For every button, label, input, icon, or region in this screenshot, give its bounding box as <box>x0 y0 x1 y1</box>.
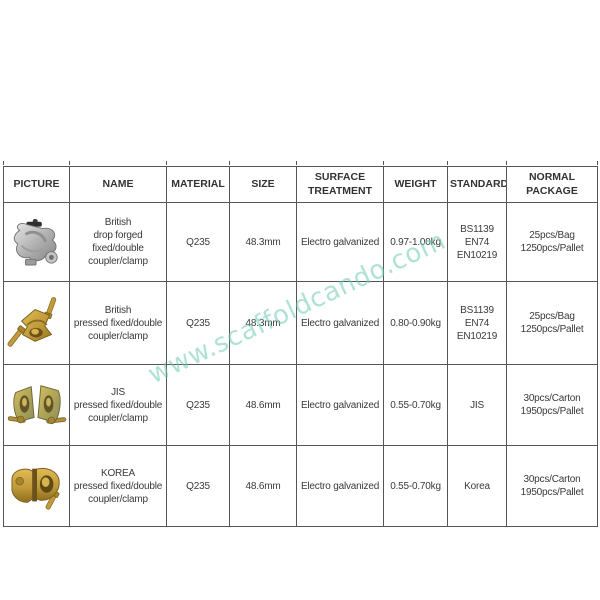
cell-row3-name: JIS pressed fixed/double coupler/clamp <box>69 364 167 446</box>
cell-row2-standard: BS1139 EN74 EN10219 <box>447 281 507 365</box>
grid-line-stub <box>597 431 598 435</box>
cell-row1-material: Q235 <box>166 202 230 282</box>
grid-line-stub <box>383 161 384 165</box>
grid-line-stub <box>296 161 297 165</box>
cell-row1-standard: BS1139 EN74 EN10219 <box>447 202 507 282</box>
grid-line-stub <box>229 161 230 165</box>
grid-line-stub <box>597 161 598 165</box>
table-row: KOREA pressed fixed/double coupler/clamp… <box>3 445 598 527</box>
cell-row4-size: 48.6mm <box>229 445 297 527</box>
column-header-weight: WEIGHT <box>383 166 448 203</box>
cell-row4-standard: Korea <box>447 445 507 527</box>
cell-row3-standard: JIS <box>447 364 507 446</box>
cell-row3-surface-treatment: Electro galvanized <box>296 364 384 446</box>
cell-row3-normal-package: 30pcs/Carton 1950pcs/Pallet <box>506 364 598 446</box>
grid-line-stub <box>383 431 384 435</box>
cell-row2-picture <box>3 281 70 365</box>
grid-line-stub <box>506 161 507 165</box>
grid-line-stub <box>69 161 70 165</box>
column-header-surface-treatment: SURFACE TREATMENT <box>296 166 384 203</box>
header-row: PICTURE NAME MATERIAL SIZE SURFACE TREAT… <box>3 166 598 203</box>
grid-line-stub <box>166 431 167 435</box>
column-header-standard: STANDARD <box>447 166 507 203</box>
cell-row1-normal-package: 25pcs/Bag 1250pcs/Pallet <box>506 202 598 282</box>
grid-line-stub <box>447 161 448 165</box>
cell-row3-picture <box>3 364 70 446</box>
column-header-size: SIZE <box>229 166 297 203</box>
british-pressed-coupler-photo <box>7 297 57 347</box>
table-row: JIS pressed fixed/double coupler/clamp Q… <box>3 364 598 446</box>
cell-row1-size: 48.3mm <box>229 202 297 282</box>
grid-line-stub <box>3 161 4 165</box>
grid-line-stub <box>229 431 230 435</box>
column-header-normal-package: NORMAL PACKAGE <box>506 166 598 203</box>
cell-row1-name: British drop forged fixed/double coupler… <box>69 202 167 282</box>
cell-row2-material: Q235 <box>166 281 230 365</box>
table-row: British pressed fixed/double coupler/cla… <box>3 281 598 365</box>
column-header-material: MATERIAL <box>166 166 230 203</box>
grid-line-stub <box>447 431 448 435</box>
cell-row4-picture <box>3 445 70 527</box>
grid-line-stub <box>3 431 4 435</box>
cell-row2-normal-package: 25pcs/Bag 1250pcs/Pallet <box>506 281 598 365</box>
cell-row3-size: 48.6mm <box>229 364 297 446</box>
cell-row4-normal-package: 30pcs/Carton 1950pcs/Pallet <box>506 445 598 527</box>
jis-pressed-coupler-photo <box>7 385 67 425</box>
cell-row2-weight: 0.80-0.90kg <box>383 281 448 365</box>
cell-row1-weight: 0.97-1.00kg <box>383 202 448 282</box>
cell-row4-surface-treatment: Electro galvanized <box>296 445 384 527</box>
cell-row4-weight: 0.55-0.70kg <box>383 445 448 527</box>
column-header-picture: PICTURE <box>3 166 70 203</box>
grid-line-stub <box>296 431 297 435</box>
cell-row1-picture <box>3 202 70 282</box>
cell-row1-surface-treatment: Electro galvanized <box>296 202 384 282</box>
cell-row2-name: British pressed fixed/double coupler/cla… <box>69 281 167 365</box>
korea-pressed-coupler-photo <box>11 467 60 510</box>
column-header-name: NAME <box>69 166 167 203</box>
cell-row3-weight: 0.55-0.70kg <box>383 364 448 446</box>
cell-row4-name: KOREA pressed fixed/double coupler/clamp <box>69 445 167 527</box>
british-drop-forged-coupler-photo <box>13 218 58 266</box>
cell-row2-size: 48.3mm <box>229 281 297 365</box>
cell-row2-surface-treatment: Electro galvanized <box>296 281 384 365</box>
cell-row4-material: Q235 <box>166 445 230 527</box>
grid-line-stub <box>506 431 507 435</box>
table-row: British drop forged fixed/double coupler… <box>3 202 598 282</box>
grid-line-stub <box>69 431 70 435</box>
product-spec-table: PICTURE NAME MATERIAL SIZE SURFACE TREAT… <box>3 166 598 527</box>
grid-line-stub <box>166 161 167 165</box>
cell-row3-material: Q235 <box>166 364 230 446</box>
